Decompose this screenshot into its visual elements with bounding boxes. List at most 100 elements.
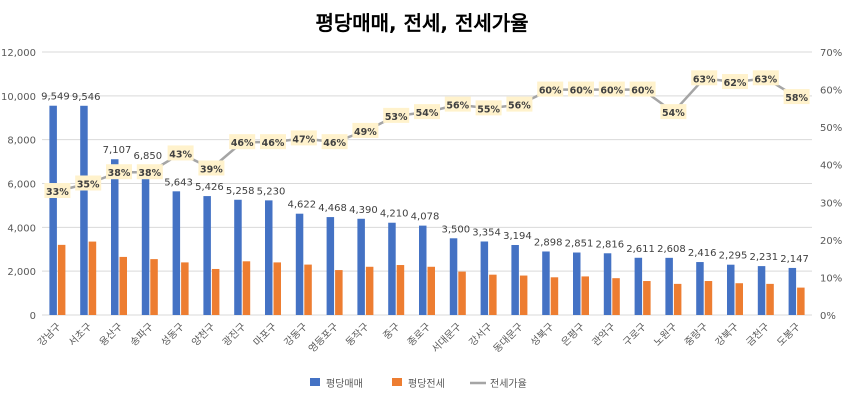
bar-평당전세 <box>612 278 620 315</box>
right-axis-tick: 30% <box>820 198 842 209</box>
x-tick-label: 강서구 <box>467 321 495 349</box>
x-tick-label: 광진구 <box>220 321 248 349</box>
bar-평당매매 <box>634 257 643 315</box>
line-point-label: 63% <box>754 74 777 85</box>
data-label: 5,426 <box>195 182 224 193</box>
bar-평당매매 <box>388 222 396 315</box>
bar-평당매매 <box>665 257 673 315</box>
line-point-label: 46% <box>231 138 254 149</box>
data-label: 2,608 <box>657 244 686 255</box>
line-point-label: 39% <box>200 164 223 175</box>
data-label: 4,078 <box>411 212 440 223</box>
bar-평당전세 <box>735 283 743 315</box>
data-label: 7,107 <box>103 145 132 156</box>
line-point-label: 56% <box>446 101 469 112</box>
bar-평당전세 <box>704 281 713 315</box>
legend-swatch <box>310 378 320 386</box>
line-point-label: 60% <box>600 86 623 97</box>
chart-title: 평당매매, 전세, 전세가율 <box>315 11 528 35</box>
x-tick-label: 서초구 <box>66 321 94 349</box>
right-axis-tick: 10% <box>820 273 842 284</box>
data-label: 5,230 <box>257 186 286 197</box>
data-label: 4,210 <box>380 209 409 220</box>
line-point-label: 35% <box>77 180 100 191</box>
bar-평당매매 <box>357 218 365 315</box>
line-point-label-bg <box>229 134 256 150</box>
right-axis-tick: 40% <box>820 161 842 172</box>
data-label: 3,354 <box>472 227 501 238</box>
bar-평당전세 <box>150 259 158 315</box>
bar-평당전세 <box>119 256 127 315</box>
line-point-label-bg <box>136 164 163 180</box>
line-point-label-bg <box>352 122 379 138</box>
x-tick-label: 도봉구 <box>775 321 803 349</box>
line-point-label-bg <box>444 96 471 112</box>
bar-평당매매 <box>727 264 735 315</box>
bar-평당매매 <box>511 244 519 315</box>
data-label: 4,390 <box>349 205 378 216</box>
data-label: 2,147 <box>780 254 809 265</box>
left-axis-tick: 4,000 <box>7 223 36 234</box>
bar-평당매매 <box>326 217 335 315</box>
bar-평당매매 <box>542 251 550 315</box>
x-tick-label: 관악구 <box>590 321 618 349</box>
line-point-label-bg <box>722 74 748 90</box>
bar-평당매매 <box>788 267 797 315</box>
line-point-label-bg <box>629 81 656 97</box>
line-point-label: 54% <box>662 108 685 119</box>
legend-label: 평당매매 <box>326 378 363 390</box>
x-tick-label: 노원구 <box>652 321 680 349</box>
bar-평당전세 <box>581 276 589 315</box>
x-tick-label: 용산구 <box>97 321 125 349</box>
bar-평당매매 <box>696 262 704 315</box>
x-tick-label: 양천구 <box>190 321 218 349</box>
bar-평당매매 <box>172 191 181 315</box>
line-point-label-bg <box>783 89 810 105</box>
left-axis-tick: 10,000 <box>1 92 36 103</box>
line-point-label: 46% <box>262 138 285 149</box>
bar-평당전세 <box>273 262 281 315</box>
x-tick-label: 동대문구 <box>491 321 526 356</box>
x-tick-label: 영등포구 <box>306 321 341 356</box>
line-point-label: 47% <box>292 134 315 145</box>
data-label: 3,194 <box>503 231 532 242</box>
bar-평당매매 <box>449 238 458 315</box>
line-point-label-bg <box>691 70 718 86</box>
bar-평당매매 <box>49 105 57 316</box>
bar-평당전세 <box>181 262 189 315</box>
x-tick-label: 성북구 <box>528 321 556 349</box>
line-point-label: 63% <box>693 74 716 85</box>
data-label: 4,468 <box>318 203 347 214</box>
bar-평당매매 <box>234 199 242 315</box>
data-label: 2,231 <box>749 252 778 263</box>
legend-label: 평당전세 <box>408 378 445 390</box>
bar-평당매매 <box>80 105 88 315</box>
line-point-label: 62% <box>724 78 747 89</box>
bar-평당매매 <box>419 225 427 315</box>
line-point-label-bg <box>260 134 286 150</box>
bar-평당전세 <box>458 271 466 315</box>
line-point-label: 33% <box>46 187 69 198</box>
data-label: 6,850 <box>133 151 162 162</box>
line-point-label-bg <box>506 96 533 112</box>
line-point-label-bg <box>321 134 348 150</box>
right-axis-tick: 0% <box>820 311 836 322</box>
data-label: 2,295 <box>719 251 748 262</box>
left-axis-tick: 6,000 <box>7 180 36 191</box>
line-전세가율 <box>57 76 798 193</box>
bar-평당전세 <box>489 274 497 315</box>
x-tick-label: 서대문구 <box>429 321 464 356</box>
data-label: 2,816 <box>595 239 624 250</box>
line-point-label-bg <box>290 130 317 146</box>
line-point-label-bg <box>598 81 625 97</box>
bar-평당전세 <box>766 283 774 315</box>
bar-평당매매 <box>757 266 766 315</box>
x-tick-label: 강동구 <box>282 321 310 349</box>
x-tick-label: 중구 <box>381 321 403 343</box>
line-point-label: 60% <box>570 86 593 97</box>
line-point-label: 49% <box>354 127 377 138</box>
left-axis-tick: 8,000 <box>7 136 36 147</box>
left-axis-tick: 0 <box>30 311 36 322</box>
bar-평당매매 <box>603 253 612 315</box>
